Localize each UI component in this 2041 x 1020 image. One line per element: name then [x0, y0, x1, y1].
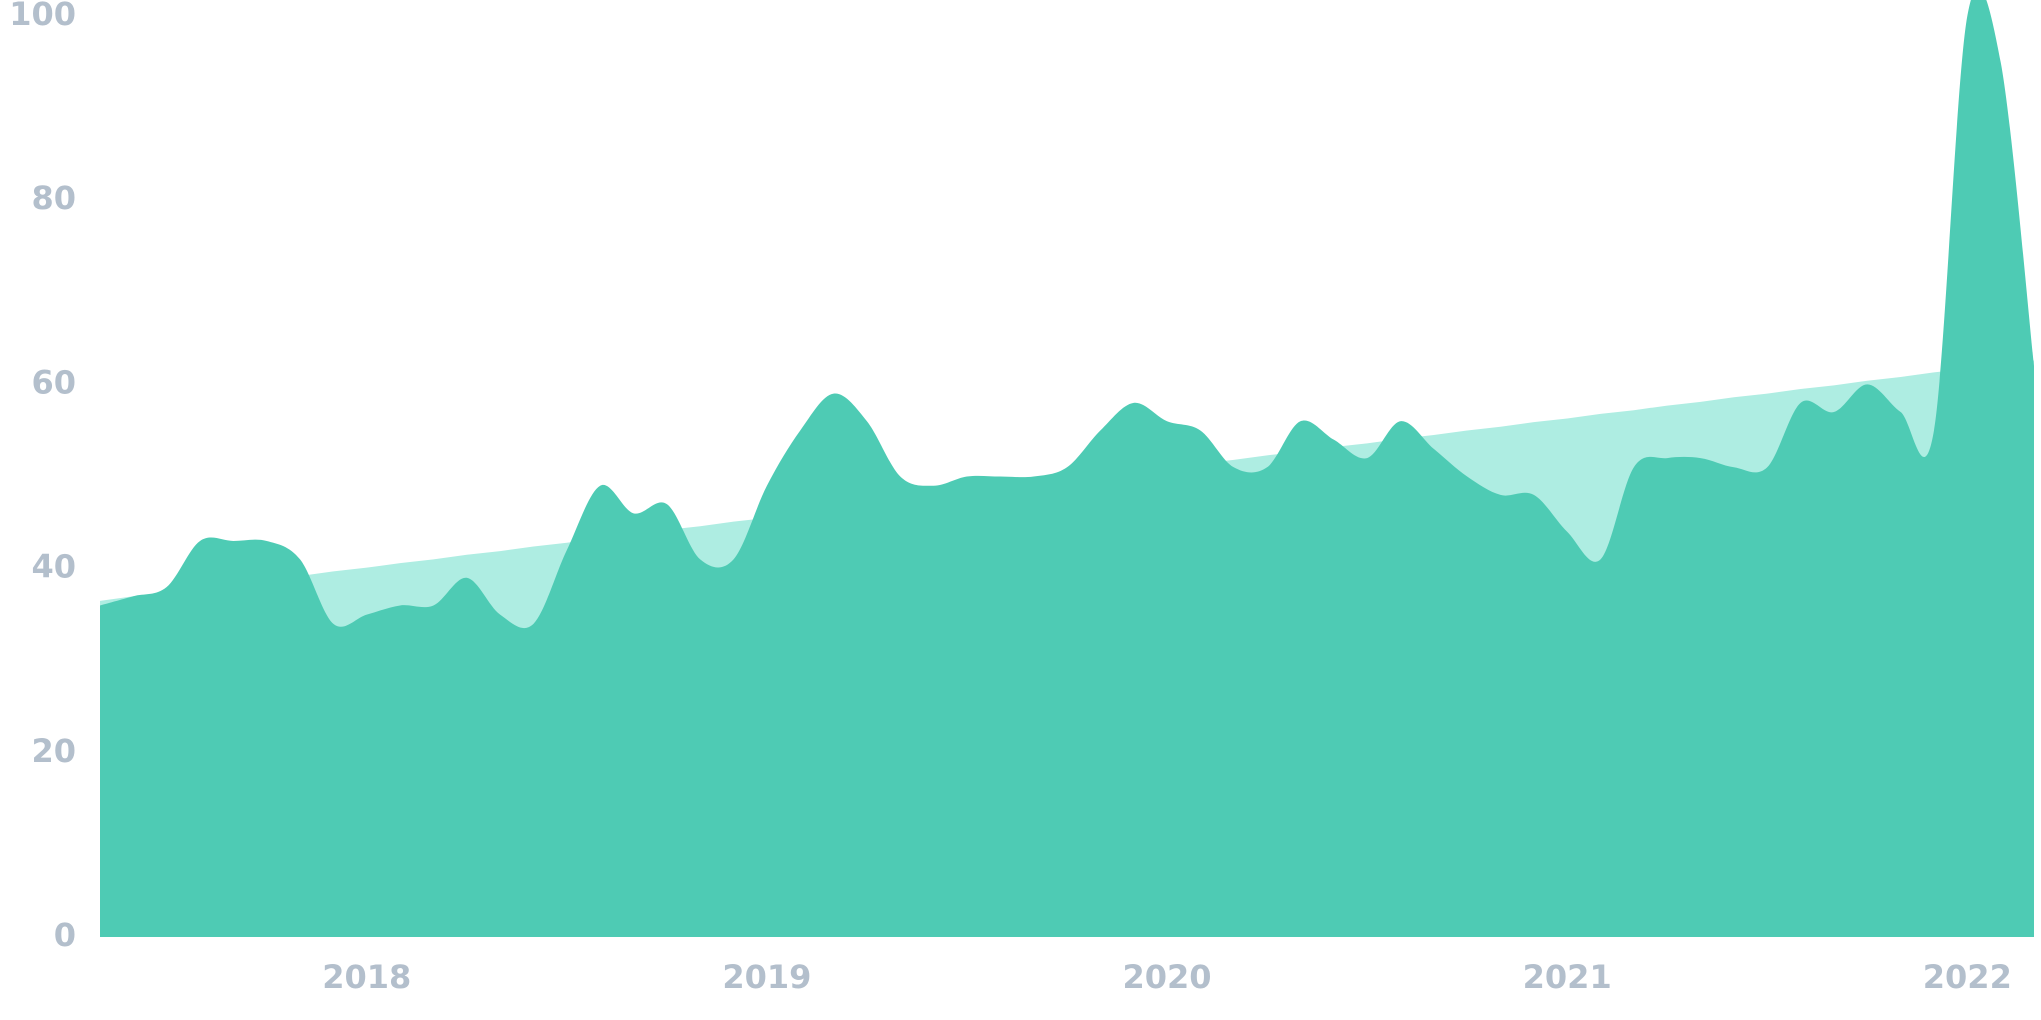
y-tick-label: 40: [31, 548, 76, 586]
x-tick-label: 2020: [1123, 958, 1212, 996]
area: [100, 0, 2034, 937]
y-tick-label: 80: [31, 179, 76, 217]
y-tick-label: 100: [9, 0, 76, 33]
x-tick-label: 2018: [322, 958, 411, 996]
x-tick-label: 2021: [1523, 958, 1612, 996]
y-tick-label: 20: [31, 732, 76, 770]
y-tick-label: 0: [54, 916, 76, 954]
x-tick-label: 2019: [722, 958, 811, 996]
x-tick-label: 2022: [1923, 958, 2012, 996]
y-tick-label: 60: [31, 363, 76, 401]
